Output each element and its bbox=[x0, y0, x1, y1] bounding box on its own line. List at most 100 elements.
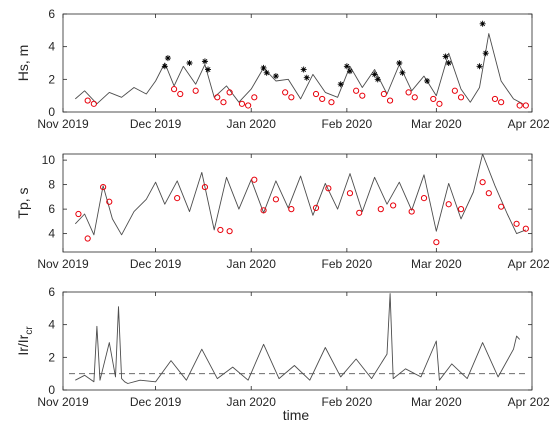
red-circle-marker bbox=[177, 90, 184, 98]
y-tick-label: 4 bbox=[48, 40, 55, 54]
x-tick-label: Apr 2020 bbox=[508, 117, 550, 131]
red-circle-marker bbox=[192, 87, 199, 94]
red-circle-marker bbox=[377, 206, 384, 213]
y-tick-label: 6 bbox=[48, 7, 55, 21]
x-tick-label: Jan 2020 bbox=[227, 257, 277, 271]
red-circle-marker bbox=[288, 206, 295, 213]
red-circle-marker bbox=[346, 190, 354, 197]
y-tick-label: 4 bbox=[48, 227, 55, 241]
y-tick-label: 6 bbox=[48, 285, 55, 299]
x-tick-label: Apr 2020 bbox=[508, 395, 550, 409]
red-circle-marker bbox=[90, 100, 97, 107]
red-circle-marker bbox=[359, 92, 366, 99]
red-circle-marker bbox=[451, 87, 458, 94]
red-circle-marker bbox=[433, 239, 440, 246]
red-circle-marker bbox=[430, 95, 437, 103]
y-tick-label: 2 bbox=[48, 72, 55, 86]
x-tick-label: Mar 2020 bbox=[411, 117, 462, 131]
red-circle-marker bbox=[272, 196, 280, 203]
red-circle-marker bbox=[226, 228, 233, 235]
y-axis-label: Tp, s bbox=[15, 187, 31, 218]
red-circle-marker bbox=[457, 206, 465, 213]
series-line bbox=[75, 293, 521, 384]
black-asterisk-marker bbox=[396, 60, 403, 66]
red-circle-marker bbox=[319, 95, 326, 103]
red-circle-marker bbox=[498, 99, 505, 106]
black-asterisk-marker bbox=[161, 63, 168, 70]
black-asterisk-marker bbox=[371, 71, 378, 78]
red-circle-marker bbox=[522, 225, 529, 232]
black-asterisk-marker bbox=[424, 77, 431, 84]
x-tick-label: Jan 2020 bbox=[227, 395, 277, 409]
red-circle-marker bbox=[312, 204, 320, 211]
red-circle-marker bbox=[405, 89, 412, 96]
red-circle-marker bbox=[217, 226, 224, 234]
red-circle-marker bbox=[84, 97, 91, 104]
red-circle-marker bbox=[170, 86, 178, 93]
x-axis-label: time bbox=[283, 407, 310, 423]
black-asterisk-marker bbox=[399, 69, 406, 76]
x-tick-label: Nov 2019 bbox=[37, 117, 89, 131]
red-circle-marker bbox=[408, 208, 415, 215]
black-asterisk-marker bbox=[343, 63, 350, 70]
x-tick-label: Feb 2020 bbox=[322, 117, 373, 131]
axes-box bbox=[62, 13, 533, 113]
red-circle-marker bbox=[282, 89, 289, 96]
x-tick-label: Mar 2020 bbox=[411, 257, 462, 271]
red-circle-marker bbox=[251, 94, 258, 101]
y-tick-label: 8 bbox=[48, 178, 55, 192]
red-circle-marker bbox=[226, 89, 233, 96]
red-circle-marker bbox=[325, 185, 332, 192]
red-circle-marker bbox=[390, 202, 397, 209]
red-circle-marker bbox=[420, 195, 428, 202]
red-circle-marker bbox=[220, 99, 227, 106]
red-circle-marker bbox=[479, 179, 486, 186]
iribarren-panel: 0 2 4 6 Nov 2019 Dec 2019 Jan 2020 Feb 2020 Mar … bbox=[15, 285, 550, 409]
y-tick-label: 10 bbox=[42, 153, 56, 167]
red-circle-marker bbox=[356, 209, 363, 216]
black-asterisk-marker bbox=[272, 73, 279, 80]
tp-panel: 4 6 8 10 Nov 2019 Dec 2019 Jan 2020 Feb 2020 Mar… bbox=[15, 153, 550, 271]
red-circle-marker bbox=[106, 198, 113, 205]
x-tick-label: Nov 2019 bbox=[37, 257, 89, 271]
black-asterisk-marker bbox=[260, 64, 267, 71]
x-tick-label: Jan 2020 bbox=[227, 117, 277, 131]
red-circle-marker bbox=[312, 90, 320, 98]
black-asterisk-marker bbox=[303, 74, 310, 81]
red-circle-marker bbox=[353, 87, 360, 94]
red-circle-marker bbox=[328, 99, 335, 106]
black-asterisk-marker bbox=[445, 60, 452, 66]
y-axis-label: Ir/Ircr bbox=[15, 326, 35, 356]
x-tick-label: Nov 2019 bbox=[37, 395, 89, 409]
red-circle-marker bbox=[84, 235, 91, 242]
red-circle-marker bbox=[238, 100, 246, 107]
black-asterisk-marker bbox=[300, 66, 307, 73]
y-tick-label: 0 bbox=[48, 105, 55, 119]
red-circle-marker bbox=[100, 183, 107, 191]
red-circle-marker bbox=[251, 176, 258, 183]
x-tick-label: Dec 2019 bbox=[130, 117, 182, 131]
x-tick-label: Mar 2020 bbox=[411, 395, 462, 409]
y-tick-label: 0 bbox=[48, 383, 55, 397]
black-asterisk-marker bbox=[346, 68, 353, 75]
red-circle-marker bbox=[174, 195, 181, 202]
red-circle-marker bbox=[498, 203, 505, 210]
red-circle-marker bbox=[245, 102, 252, 109]
red-circle-marker bbox=[260, 207, 267, 214]
black-asterisk-marker bbox=[164, 55, 171, 62]
red-circle-marker bbox=[513, 220, 520, 227]
black-asterisk-marker bbox=[442, 53, 449, 60]
axes-box bbox=[62, 153, 533, 253]
red-circle-marker bbox=[214, 94, 221, 101]
y-axis-label: Hs, m bbox=[15, 45, 31, 82]
black-asterisk-marker bbox=[479, 20, 486, 27]
black-asterisk-marker bbox=[186, 60, 193, 66]
red-circle-marker bbox=[522, 102, 529, 109]
x-tick-label: Dec 2019 bbox=[130, 257, 182, 271]
x-tick-label: Apr 2020 bbox=[508, 257, 550, 271]
red-circle-marker bbox=[75, 210, 82, 218]
hs-panel: 0 2 4 6 Nov 2019 Dec 2019 Jan 2020 Feb 2020 Mar … bbox=[15, 7, 550, 131]
x-tick-label: Dec 2019 bbox=[130, 395, 182, 409]
red-circle-marker bbox=[288, 94, 295, 101]
